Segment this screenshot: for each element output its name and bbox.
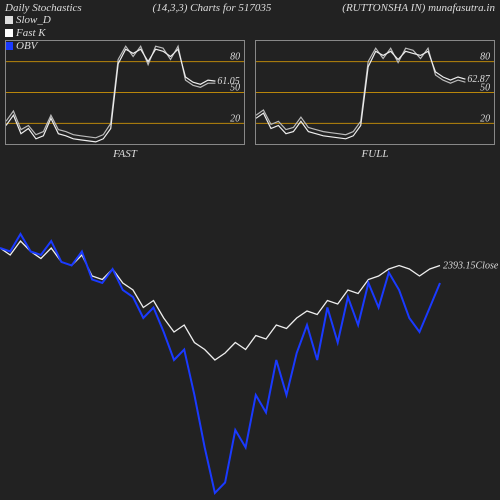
- svg-text:80: 80: [230, 52, 240, 63]
- svg-text:20: 20: [230, 113, 240, 124]
- legend-label-slow-d: Slow_D: [16, 14, 51, 26]
- svg-text:80: 80: [480, 52, 490, 63]
- header-left: Daily Stochastics: [5, 2, 82, 14]
- legend-fast-k: Fast K: [5, 27, 51, 39]
- header-right: (RUTTONSHA IN) munafasutra.in: [342, 2, 495, 14]
- panel-fast: 20508061.05 FAST: [5, 40, 245, 145]
- svg-text:62.87: 62.87: [467, 74, 490, 85]
- main-chart: 2393.15Close: [0, 150, 500, 500]
- swatch-fast-k: [5, 29, 13, 37]
- svg-text:61.05: 61.05: [217, 76, 239, 87]
- svg-text:20: 20: [480, 113, 490, 124]
- panel-full: 20508062.87 FULL: [255, 40, 495, 145]
- panel-fast-svg: 20508061.05: [6, 41, 244, 144]
- chart-header: Daily Stochastics (14,3,3) Charts for 51…: [0, 2, 500, 14]
- panel-full-svg: 20508062.87: [256, 41, 494, 144]
- close-value-label: 2393.15Close: [443, 261, 499, 272]
- swatch-slow-d: [5, 16, 13, 24]
- legend-label-fast-k: Fast K: [16, 27, 46, 39]
- header-mid: (14,3,3) Charts for 517035: [153, 2, 272, 14]
- legend-slow-d: Slow_D: [5, 14, 51, 26]
